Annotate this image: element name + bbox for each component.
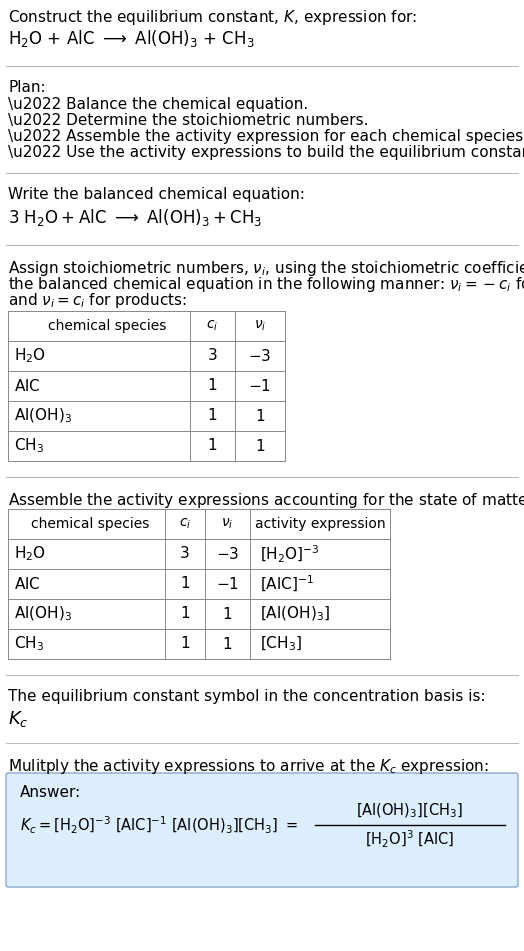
Text: chemical species: chemical species bbox=[48, 319, 166, 333]
Text: $-1$: $-1$ bbox=[248, 378, 271, 394]
Text: $\mathrm{Al(OH)_3}$: $\mathrm{Al(OH)_3}$ bbox=[14, 605, 72, 623]
Text: The equilibrium constant symbol in the concentration basis is:: The equilibrium constant symbol in the c… bbox=[8, 689, 486, 704]
Text: and $\nu_i = c_i$ for products:: and $\nu_i = c_i$ for products: bbox=[8, 291, 187, 310]
Text: Construct the equilibrium constant, $K$, expression for:: Construct the equilibrium constant, $K$,… bbox=[8, 8, 417, 27]
Text: 1: 1 bbox=[180, 607, 190, 622]
Text: activity expression: activity expression bbox=[255, 517, 385, 531]
Text: $1$: $1$ bbox=[255, 408, 265, 424]
Text: $\nu_i$: $\nu_i$ bbox=[221, 516, 234, 532]
Text: $\mathrm{AlC}$: $\mathrm{AlC}$ bbox=[14, 576, 40, 592]
Text: 1: 1 bbox=[208, 438, 217, 454]
Text: $\mathrm{AlC}$: $\mathrm{AlC}$ bbox=[14, 378, 40, 394]
Text: Write the balanced chemical equation:: Write the balanced chemical equation: bbox=[8, 187, 305, 202]
Text: \u2022 Use the activity expressions to build the equilibrium constant expression: \u2022 Use the activity expressions to b… bbox=[8, 145, 524, 160]
Text: Assemble the activity expressions accounting for the state of matter and $\nu_i$: Assemble the activity expressions accoun… bbox=[8, 491, 524, 510]
Text: $[\mathrm{Al(OH)_3}][\mathrm{CH_3}]$: $[\mathrm{Al(OH)_3}][\mathrm{CH_3}]$ bbox=[356, 802, 464, 820]
FancyBboxPatch shape bbox=[6, 773, 518, 887]
Text: $c_i$: $c_i$ bbox=[179, 516, 191, 532]
Text: the balanced chemical equation in the following manner: $\nu_i = -c_i$ for react: the balanced chemical equation in the fo… bbox=[8, 275, 524, 294]
Text: $K_c = [\mathrm{H_2O}]^{-3}\ [\mathrm{AlC}]^{-1}\ [\mathrm{Al(OH)_3}][\mathrm{CH: $K_c = [\mathrm{H_2O}]^{-3}\ [\mathrm{Al… bbox=[20, 814, 298, 836]
Text: Mulitply the activity expressions to arrive at the $K_c$ expression:: Mulitply the activity expressions to arr… bbox=[8, 757, 489, 776]
Text: $1$: $1$ bbox=[255, 438, 265, 454]
Text: \u2022 Balance the chemical equation.: \u2022 Balance the chemical equation. bbox=[8, 97, 308, 112]
Text: 3: 3 bbox=[208, 348, 217, 363]
Text: \u2022 Assemble the activity expression for each chemical species.: \u2022 Assemble the activity expression … bbox=[8, 129, 524, 144]
Text: $\mathrm{CH_3}$: $\mathrm{CH_3}$ bbox=[14, 437, 44, 456]
Text: 1: 1 bbox=[208, 409, 217, 423]
Text: $c_i$: $c_i$ bbox=[206, 319, 219, 333]
Text: $\mathrm{H_2O}$: $\mathrm{H_2O}$ bbox=[14, 545, 46, 563]
Text: $\mathrm{H_2O}$ + AlC $\longrightarrow$ $\mathrm{Al(OH)_3}$ + $\mathrm{CH_3}$: $\mathrm{H_2O}$ + AlC $\longrightarrow$ … bbox=[8, 28, 255, 49]
Text: $-3$: $-3$ bbox=[216, 546, 239, 562]
Text: $\mathrm{H_2O}$: $\mathrm{H_2O}$ bbox=[14, 347, 46, 365]
Text: $\mathrm{3\ H_2O + AlC}$ $\longrightarrow$ $\mathrm{Al(OH)_3 + CH_3}$: $\mathrm{3\ H_2O + AlC}$ $\longrightarro… bbox=[8, 207, 263, 228]
Text: Plan:: Plan: bbox=[8, 80, 46, 95]
Text: $[\mathrm{H_2O}]^3\ [\mathrm{AlC}]$: $[\mathrm{H_2O}]^3\ [\mathrm{AlC}]$ bbox=[365, 828, 455, 849]
Text: 1: 1 bbox=[180, 636, 190, 651]
Text: chemical species: chemical species bbox=[31, 517, 150, 531]
Text: $-1$: $-1$ bbox=[216, 576, 239, 592]
Text: 3: 3 bbox=[180, 547, 190, 561]
Text: $1$: $1$ bbox=[222, 636, 233, 652]
Text: $\mathrm{CH_3}$: $\mathrm{CH_3}$ bbox=[14, 634, 44, 653]
Text: $[\mathrm{CH_3}]$: $[\mathrm{CH_3}]$ bbox=[260, 635, 302, 653]
Text: $K_c$: $K_c$ bbox=[8, 709, 29, 729]
Text: 1: 1 bbox=[208, 378, 217, 394]
Text: \u2022 Determine the stoichiometric numbers.: \u2022 Determine the stoichiometric numb… bbox=[8, 113, 368, 128]
Text: Answer:: Answer: bbox=[20, 785, 81, 800]
Text: $\mathrm{Al(OH)_3}$: $\mathrm{Al(OH)_3}$ bbox=[14, 407, 72, 425]
Text: $[\mathrm{H_2O}]^{-3}$: $[\mathrm{H_2O}]^{-3}$ bbox=[260, 543, 320, 565]
Text: $[\mathrm{Al(OH)_3}]$: $[\mathrm{Al(OH)_3}]$ bbox=[260, 605, 330, 623]
Text: 1: 1 bbox=[180, 576, 190, 592]
Text: Assign stoichiometric numbers, $\nu_i$, using the stoichiometric coefficients, $: Assign stoichiometric numbers, $\nu_i$, … bbox=[8, 259, 524, 278]
Text: $-3$: $-3$ bbox=[248, 348, 271, 364]
Text: $\nu_i$: $\nu_i$ bbox=[254, 319, 266, 333]
Text: $[\mathrm{AlC}]^{-1}$: $[\mathrm{AlC}]^{-1}$ bbox=[260, 574, 314, 594]
Text: $1$: $1$ bbox=[222, 606, 233, 622]
